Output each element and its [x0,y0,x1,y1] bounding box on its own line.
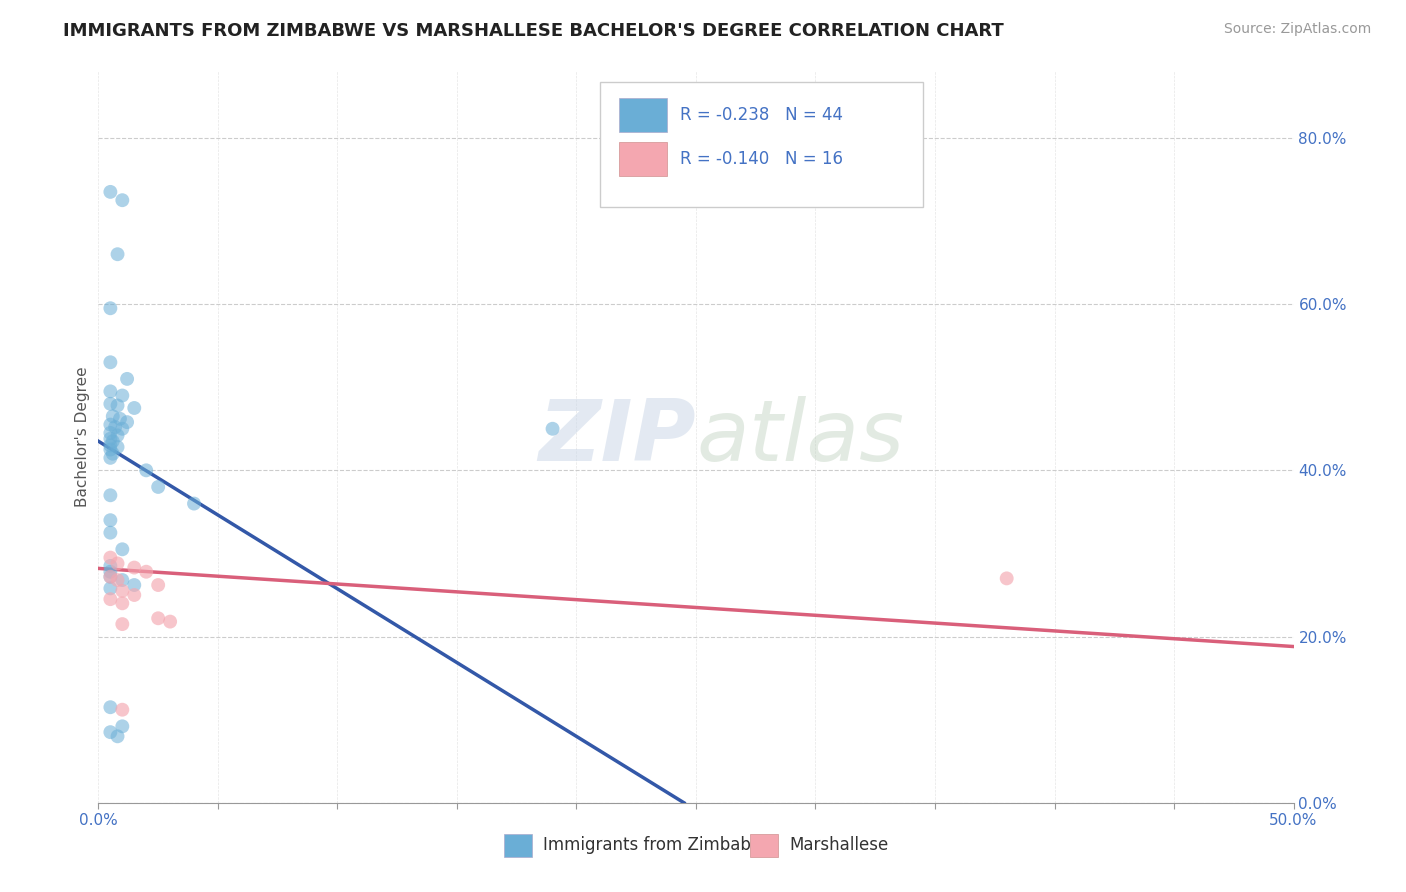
Text: R = -0.140   N = 16: R = -0.140 N = 16 [681,150,844,168]
Point [98,488,122,502]
Point [104,420,127,434]
Point [98,700,122,714]
Point [101,409,124,424]
Point [183,497,205,511]
Point [135,565,157,579]
Point [107,247,129,261]
Point [159,615,181,629]
FancyBboxPatch shape [600,82,922,207]
Point [98,185,122,199]
FancyBboxPatch shape [749,833,779,857]
Point [115,372,138,386]
Text: atlas: atlas [696,395,904,479]
Point [111,422,134,436]
Point [98,417,122,432]
Point [98,425,122,440]
Point [995,571,1018,585]
Point [98,450,122,465]
Point [107,573,129,587]
Text: R = -0.238   N = 44: R = -0.238 N = 44 [681,106,844,124]
Point [111,583,134,598]
Point [101,447,124,461]
Point [148,578,170,592]
Point [98,513,122,527]
Point [98,558,122,573]
Point [541,422,564,436]
Point [98,384,122,399]
Point [135,463,157,477]
Text: ZIP: ZIP [538,395,696,479]
Point [111,542,134,557]
FancyBboxPatch shape [620,142,668,177]
Point [111,719,134,733]
Point [124,401,146,415]
Point [124,588,146,602]
Point [98,550,122,565]
Point [108,411,131,425]
Point [98,525,122,540]
Point [111,193,134,207]
Point [107,557,129,571]
Point [98,442,122,457]
Point [111,388,134,402]
Point [107,729,129,743]
FancyBboxPatch shape [503,833,533,857]
Point [101,434,124,449]
Point [98,432,122,446]
Point [98,582,122,596]
Y-axis label: Bachelor's Degree: Bachelor's Degree [75,367,90,508]
Point [107,428,129,442]
Point [98,592,122,607]
Point [111,703,134,717]
Point [111,573,134,587]
Point [98,570,122,584]
FancyBboxPatch shape [620,98,668,132]
Text: Immigrants from Zimbabwe: Immigrants from Zimbabwe [543,836,775,855]
Point [124,578,146,592]
Point [98,565,122,579]
Point [148,611,170,625]
Text: Source: ZipAtlas.com: Source: ZipAtlas.com [1223,22,1371,37]
Point [98,438,122,452]
Point [148,480,170,494]
Point [98,301,122,316]
Point [107,399,129,413]
Point [115,415,138,429]
Point [98,570,122,584]
Point [98,355,122,369]
Point [107,440,129,454]
Point [98,725,122,739]
Text: IMMIGRANTS FROM ZIMBABWE VS MARSHALLESE BACHELOR'S DEGREE CORRELATION CHART: IMMIGRANTS FROM ZIMBABWE VS MARSHALLESE … [63,22,1004,40]
Point [111,596,134,610]
Point [124,560,146,574]
Text: Marshallese: Marshallese [789,836,889,855]
Point [98,397,122,411]
Point [111,617,134,632]
